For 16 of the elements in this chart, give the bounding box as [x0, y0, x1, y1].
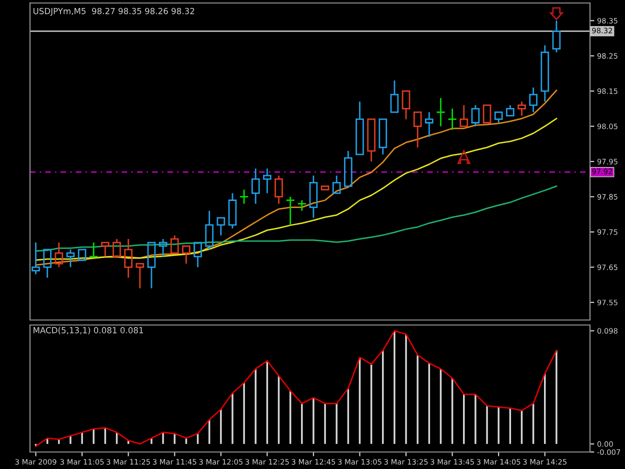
- chart-title: MACD(5,13,1) 0.081 0.081: [34, 326, 144, 334]
- candlestick: [274, 174, 283, 204]
- candlestick: [158, 238, 168, 258]
- candlestick: [540, 44, 550, 102]
- candlestick: [297, 200, 307, 212]
- candlestick: [518, 100, 526, 116]
- candlestick: [436, 97, 446, 127]
- candlestick: [448, 108, 458, 130]
- candlestick: [124, 238, 133, 278]
- candlestick: [251, 168, 260, 204]
- candlestick: [286, 196, 296, 226]
- candlestick: [205, 210, 214, 250]
- candlestick: [263, 168, 272, 194]
- candlestick: [425, 111, 434, 138]
- candlestick: [529, 86, 538, 113]
- text: USDJPYm,M5 98.27 98.35 98.26 98.32: [34, 8, 194, 16]
